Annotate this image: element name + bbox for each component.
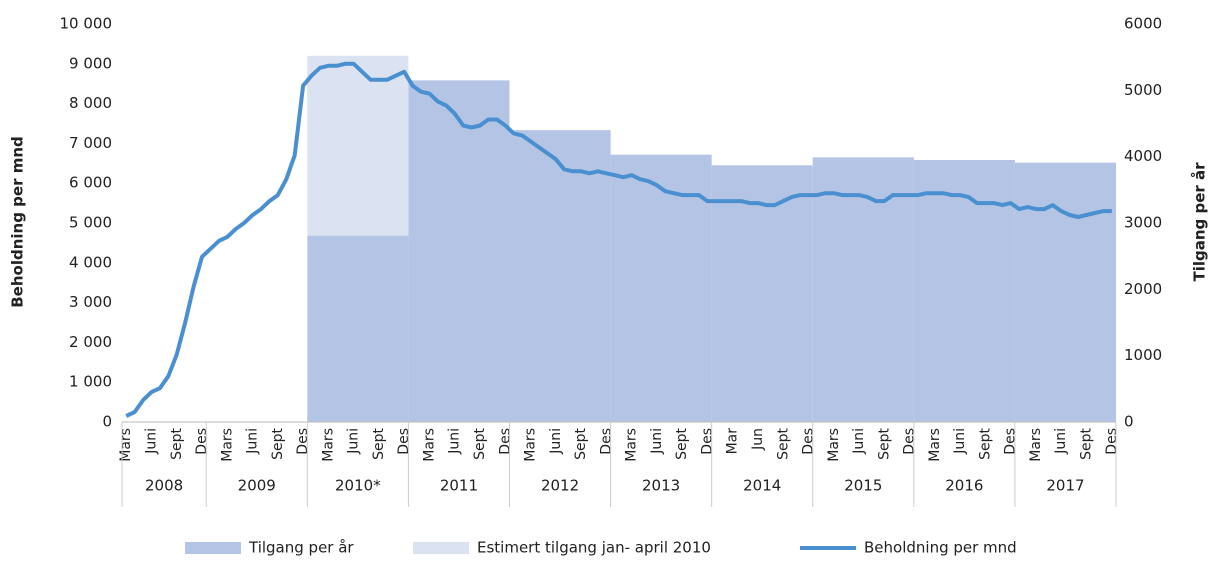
x-tick-label: Juni: [548, 428, 564, 455]
x-tick-label: Mars: [320, 428, 336, 462]
x-tick-label: Sept: [270, 428, 286, 460]
y2-tick-label: 0: [1124, 413, 1134, 431]
area-bar: [408, 80, 510, 422]
y-tick-label: 4 000: [69, 253, 112, 271]
x-tick-label: Juni: [952, 428, 968, 455]
x-tick-label: Sept: [977, 428, 993, 460]
x-tick-label: Jun: [750, 428, 766, 451]
y-tick-label: 7 000: [69, 134, 112, 152]
year-label: 2008: [145, 477, 183, 495]
x-tick-label: Sept: [573, 428, 589, 460]
x-tick-label: Mars: [624, 428, 640, 462]
y2-tick-label: 5000: [1124, 81, 1162, 99]
x-tick-label: Des: [295, 428, 311, 455]
y-tick-label: 10 000: [60, 15, 113, 33]
y2-tick-label: 2000: [1124, 280, 1162, 298]
y-tick-label: 0: [102, 413, 112, 431]
y-axis-label: Beholdning per mnd: [9, 136, 27, 308]
x-tick-label: Juni: [851, 428, 867, 455]
year-label: 2015: [844, 477, 882, 495]
year-label: 2017: [1046, 477, 1084, 495]
area-bar: [307, 235, 409, 422]
x-tick-label: Sept: [775, 428, 791, 460]
x-tick-label: Sept: [169, 428, 185, 460]
x-tick-label: Sept: [876, 428, 892, 460]
x-tick-label: Des: [194, 428, 210, 455]
x-tick-label: Juni: [1053, 428, 1069, 455]
x-tick-label: Sept: [674, 428, 690, 460]
year-label: 2016: [945, 477, 983, 495]
x-tick-label: Des: [699, 428, 715, 455]
area-bar: [913, 159, 1015, 422]
legend-swatch: [185, 542, 241, 554]
x-tick-label: Juni: [649, 428, 665, 455]
year-label: 2012: [541, 477, 579, 495]
legend-label: Beholdning per mnd: [864, 539, 1017, 557]
x-tick-label: Des: [902, 428, 918, 455]
x-tick-label: Mars: [421, 428, 437, 462]
x-tick-label: Des: [598, 428, 614, 455]
x-tick-label: Mars: [118, 428, 134, 462]
y-tick-label: 1 000: [69, 373, 112, 391]
y-tick-label: 9 000: [69, 54, 112, 72]
legend-swatch: [413, 542, 469, 554]
x-tick-label: Des: [1003, 428, 1019, 455]
area-bar: [610, 154, 712, 422]
x-tick-label: Juni: [447, 428, 463, 455]
x-tick-label: Juni: [245, 428, 261, 455]
x-tick-label: Des: [801, 428, 817, 455]
y-tick-label: 8 000: [69, 94, 112, 112]
y-tick-label: 2 000: [69, 333, 112, 351]
area-bar: [509, 130, 611, 422]
y2-tick-label: 1000: [1124, 346, 1162, 364]
x-tick-label: Mars: [523, 428, 539, 462]
legend-label: Tilgang per år: [248, 539, 354, 557]
x-tick-label: Mars: [219, 428, 235, 462]
x-tick-label: Juni: [346, 428, 362, 455]
area-bar: [307, 55, 409, 236]
year-label: 2014: [743, 477, 781, 495]
x-tick-label: Sept: [371, 428, 387, 460]
y2-axis-label: Tilgang per år: [1191, 162, 1209, 282]
x-tick-label: Juni: [143, 428, 159, 455]
area-bar: [711, 165, 813, 423]
line-series: [125, 61, 1112, 418]
x-tick-label: Mars: [826, 428, 842, 462]
year-label: 2011: [440, 477, 478, 495]
x-tick-label: Des: [1104, 428, 1120, 455]
y-tick-label: 6 000: [69, 174, 112, 192]
y2-tick-label: 3000: [1124, 214, 1162, 232]
year-label: 2013: [642, 477, 680, 495]
y-tick-label: 3 000: [69, 293, 112, 311]
x-tick-label: Mars: [927, 428, 943, 462]
y-tick-label: 5 000: [69, 214, 112, 232]
legend-label: Estimert tilgang jan- april 2010: [477, 539, 711, 557]
area-bar: [812, 157, 914, 422]
x-tick-label: Mars: [1028, 428, 1044, 462]
y2-tick-label: 6000: [1124, 15, 1162, 33]
y2-tick-label: 4000: [1124, 147, 1162, 165]
x-tick-label: Sept: [1079, 428, 1095, 460]
x-tick-label: Mar: [725, 428, 741, 455]
year-label: 2009: [238, 477, 276, 495]
area-bar: [1014, 162, 1116, 423]
x-tick-label: Des: [497, 428, 513, 455]
year-label: 2010*: [335, 477, 381, 495]
x-tick-label: Sept: [472, 428, 488, 460]
x-tick-label: Des: [396, 428, 412, 455]
